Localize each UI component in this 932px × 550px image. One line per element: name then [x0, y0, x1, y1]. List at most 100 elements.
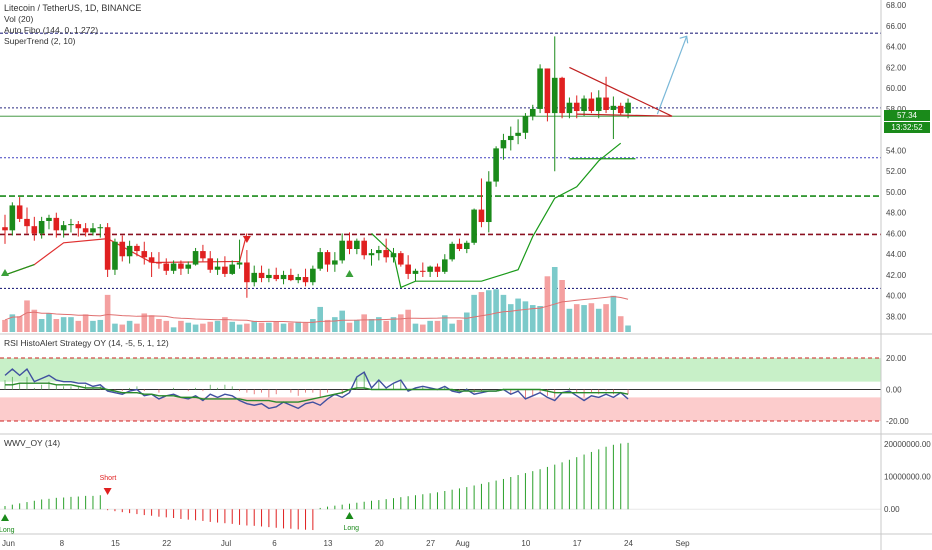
candle-body: [398, 253, 404, 265]
volume-bar: [16, 316, 23, 332]
candle-body: [544, 68, 551, 114]
y-tick-label: 60.00: [886, 84, 907, 93]
candle-body: [346, 240, 353, 249]
volume-bar: [126, 320, 133, 332]
candle-body: [192, 251, 199, 265]
volume-bar: [236, 324, 243, 332]
price-axis-bg: [881, 0, 932, 550]
candle-body: [288, 274, 294, 281]
rsi-line: [4, 367, 629, 410]
supertrend-green: [371, 142, 622, 289]
volume-bar: [522, 301, 529, 332]
volume-ma-line: [4, 295, 629, 323]
volume-bar: [610, 295, 617, 332]
volume-bar: [141, 313, 148, 332]
volume-bar: [515, 298, 521, 332]
candle-body: [178, 263, 184, 269]
wwv-tick-label: 10000000.00: [884, 473, 931, 482]
y-tick-label: 52.00: [886, 167, 907, 176]
legend-vol: Vol (20): [4, 14, 34, 24]
candle-body: [170, 263, 177, 271]
volume-bar: [537, 306, 543, 332]
y-tick-label: 42.00: [886, 271, 907, 280]
volume-bar: [544, 276, 551, 332]
volume-bar: [573, 304, 580, 332]
candle-body: [302, 277, 309, 283]
candle-body: [573, 102, 580, 112]
x-tick-label: 22: [162, 539, 171, 548]
volume-bar: [185, 322, 192, 332]
volume-bar: [588, 303, 595, 332]
volume-bar: [361, 314, 367, 332]
candle-body: [68, 224, 74, 226]
volume-bar: [104, 294, 111, 332]
volume-bar: [398, 314, 404, 332]
price-levels: [0, 32, 881, 290]
candle-body: [126, 245, 133, 257]
volume-bar: [493, 289, 499, 332]
volume-bar: [200, 323, 206, 332]
volume-bar: [310, 319, 316, 332]
x-tick-label: Jul: [221, 539, 231, 548]
candle-body: [60, 225, 67, 231]
candle-body: [266, 274, 272, 279]
long-marker-1: [1, 514, 9, 521]
volume-bar: [207, 321, 214, 332]
volume-bar: [412, 323, 419, 332]
candle-body: [566, 102, 573, 114]
rsi-tick-label: -20.00: [886, 417, 909, 426]
short-label: Short: [100, 475, 117, 482]
candle-body: [595, 97, 602, 112]
x-tick-label: Sep: [675, 539, 690, 548]
candle-body: [185, 264, 192, 269]
volume-bar: [449, 323, 455, 332]
volume-bar: [529, 305, 536, 332]
rsi-title: RSI HistoAlert Strategy OY (14, -5, 5, 1…: [4, 338, 169, 348]
candle-body: [148, 257, 155, 263]
volume-bar: [134, 323, 140, 332]
volume-bar: [368, 319, 375, 332]
volume-bar: [9, 314, 16, 332]
candle-body: [112, 241, 118, 270]
target-arrow-line: [656, 36, 688, 115]
supertrend-up-arrow: [1, 269, 9, 276]
candle-body: [361, 240, 367, 256]
countdown-tag: 13:32:52: [884, 122, 930, 133]
candle-body: [500, 140, 507, 149]
candle-body: [368, 253, 375, 256]
volume-bar: [332, 317, 338, 332]
volume-bar: [442, 315, 448, 332]
candle-body: [529, 108, 536, 117]
last-price-tag: 57.34: [884, 110, 930, 121]
candle-body: [156, 262, 162, 264]
y-tick-label: 66.00: [886, 22, 907, 31]
volume-bar: [376, 317, 382, 332]
candle-body: [163, 263, 170, 271]
volume-bar: [478, 292, 485, 332]
candle-body: [515, 132, 521, 136]
x-tick-label: Aug: [455, 539, 469, 548]
candle-body: [471, 209, 477, 243]
candle-body: [339, 240, 345, 261]
candle-body: [310, 268, 316, 283]
volume-bar: [346, 322, 353, 332]
candle-body: [603, 97, 609, 110]
y-tick-label: 48.00: [886, 209, 907, 218]
volume-bar: [507, 304, 514, 332]
supertrend-green-start: [4, 263, 35, 276]
candle-body: [16, 205, 23, 219]
volume-bar: [214, 320, 221, 332]
rsi-upper-band: [0, 358, 881, 382]
volume-bar: [295, 321, 301, 332]
volume-bar: [603, 304, 609, 332]
rsi-tick-label: 20.00: [886, 354, 907, 363]
volume-bar: [119, 324, 126, 332]
volume-bar: [163, 320, 170, 332]
volume-bar: [273, 321, 280, 332]
volume-bar: [595, 308, 602, 332]
volume-bar: [463, 312, 470, 332]
volume-bar: [354, 319, 360, 332]
candle-body: [53, 217, 60, 231]
candle-body: [2, 227, 8, 231]
